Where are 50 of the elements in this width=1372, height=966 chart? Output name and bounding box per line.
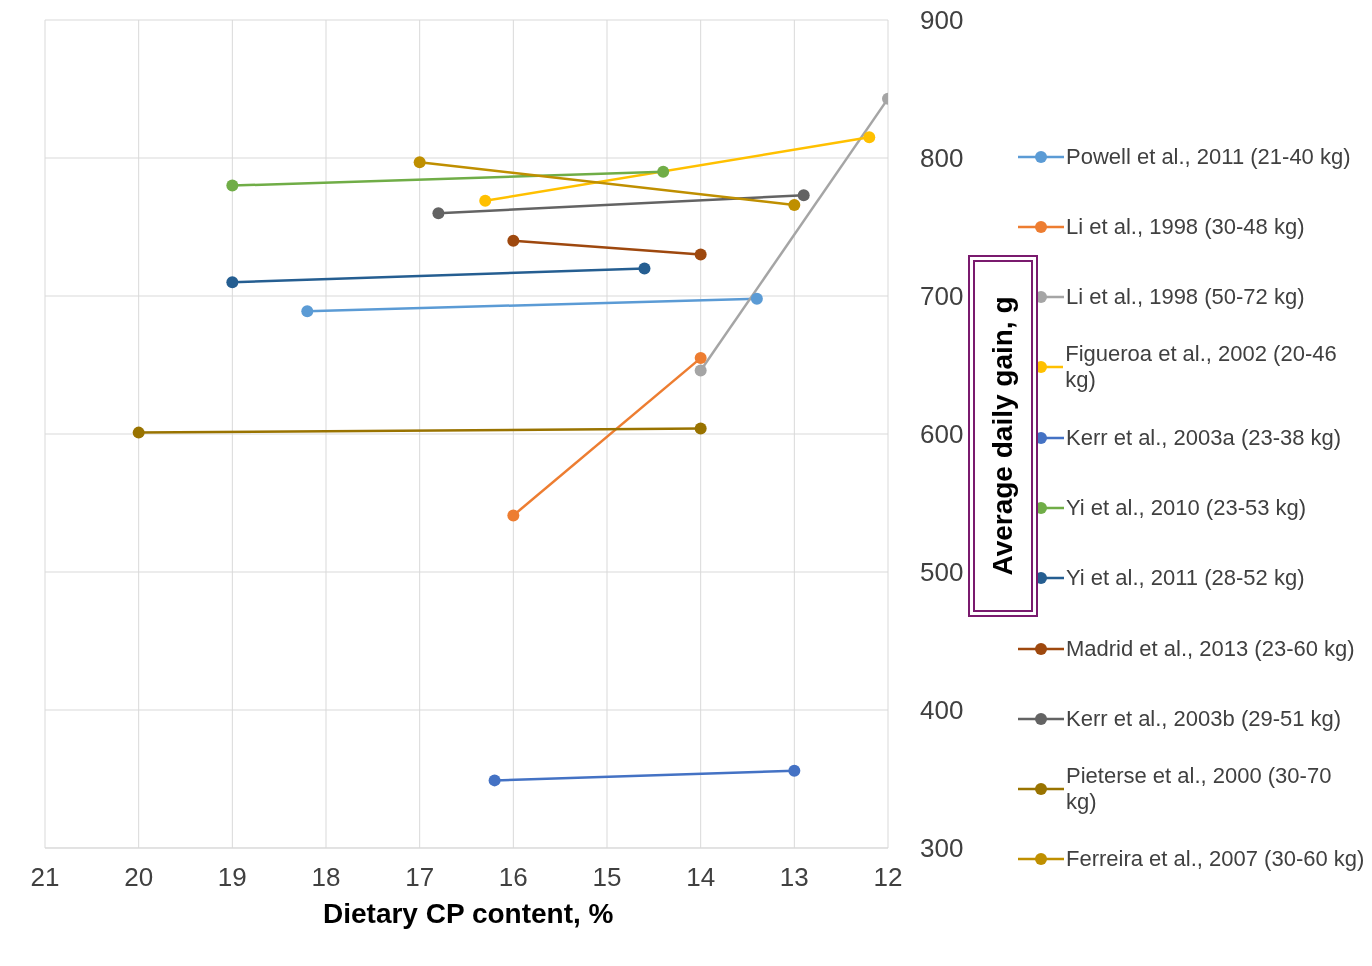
legend-label: Pieterse et al., 2000 (30-70 kg)	[1065, 763, 1333, 816]
y-tick-label: 300	[920, 833, 964, 864]
y-tick-label: 900	[920, 5, 964, 36]
x-tick-label: 17	[405, 862, 435, 893]
legend-label: Li et al., 1998 (50-72 kg)	[1066, 284, 1305, 311]
y-tick-label: 700	[920, 281, 964, 312]
point	[226, 276, 239, 289]
point	[301, 305, 314, 318]
x-tick-label: 20	[124, 862, 154, 893]
point	[507, 509, 520, 522]
legend-label: Kerr et al., 2003a (23-38 kg)	[1066, 424, 1342, 451]
legend-label: Figueroa et al., 2002 (20-46 kg)	[1065, 341, 1338, 394]
y-tick-label: 600	[920, 419, 964, 450]
legend-label: Madrid et al., 2013 (23-60 kg)	[1066, 635, 1355, 662]
x-tick-label: 14	[686, 862, 716, 893]
point	[694, 248, 707, 261]
x-tick-label: 16	[498, 862, 528, 893]
point	[694, 352, 707, 365]
point	[479, 194, 492, 207]
x-tick-label: 19	[217, 862, 247, 893]
legend-label: Yi et al., 2010 (23-53 kg)	[1066, 494, 1307, 521]
legend-label: Li et al., 1998 (30-48 kg)	[1066, 213, 1305, 240]
x-tick-label: 13	[779, 862, 809, 893]
x-tick-label: 12	[873, 862, 903, 893]
x-tick-label: 15	[592, 862, 622, 893]
point	[638, 262, 651, 275]
point	[432, 207, 445, 220]
point	[413, 156, 426, 169]
x-tick-label: 18	[311, 862, 341, 893]
legend-label: Yi et al., 2011 (28-52 kg)	[1066, 565, 1305, 592]
y-tick-label: 500	[920, 557, 964, 588]
point	[657, 165, 670, 178]
point	[863, 131, 876, 144]
legend-label: Powell et al., 2011 (21-40 kg)	[1066, 143, 1351, 170]
point	[694, 422, 707, 435]
point	[132, 426, 145, 439]
x-axis-title: Dietary CP content, %	[323, 898, 614, 929]
y-tick-label: 800	[920, 143, 964, 174]
point	[750, 292, 763, 305]
point	[226, 179, 239, 192]
legend-label: Ferreira et al., 2007 (30-60 kg)	[1066, 846, 1365, 873]
legend-label: Kerr et al., 2003b (29-51 kg)	[1066, 705, 1342, 732]
x-tick-label: 21	[30, 862, 60, 893]
y-tick-label: 400	[920, 695, 964, 726]
point	[788, 198, 801, 211]
y-axis-title: Average daily gain, g	[987, 296, 1018, 576]
point	[488, 774, 501, 787]
point	[788, 764, 801, 777]
point	[797, 189, 810, 202]
point	[507, 234, 520, 247]
